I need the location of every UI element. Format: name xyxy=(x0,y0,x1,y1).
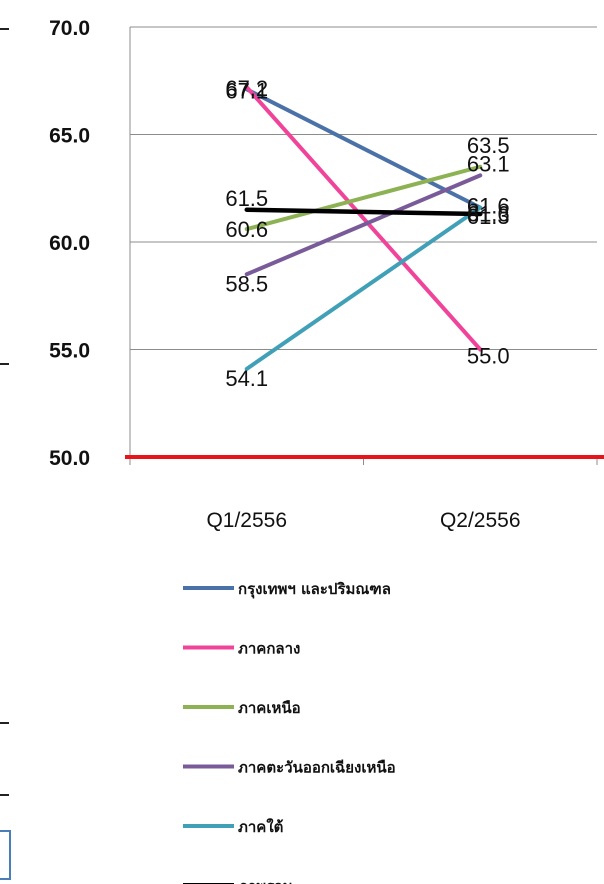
data-label: 67.1 xyxy=(225,78,268,103)
legend-label: ภาพรวม xyxy=(238,878,293,884)
data-label: 63.5 xyxy=(467,133,510,158)
legend-label: ภาคเหนือ xyxy=(238,699,301,717)
legend-label: ภาคกลาง xyxy=(238,640,300,658)
data-label: 54.1 xyxy=(225,366,268,391)
edge-tick-mark xyxy=(0,363,9,365)
data-label: 61.5 xyxy=(225,186,268,211)
edge-box-fragment xyxy=(0,830,11,880)
data-label: 61.6 xyxy=(467,202,510,227)
legend-label: กรุงเทพฯ และปริมณฑล xyxy=(238,580,391,599)
edge-tick-mark xyxy=(0,794,9,796)
series-line xyxy=(244,207,483,217)
y-tick-label: 60.0 xyxy=(49,232,90,255)
edge-tick-mark xyxy=(0,722,9,724)
data-label: 60.6 xyxy=(225,217,268,242)
legend-label: ภาคตะวันออกเฉียงเหนือ xyxy=(238,759,396,777)
series-line xyxy=(244,205,483,371)
data-label: 67.2 xyxy=(225,76,268,101)
series-line xyxy=(244,87,483,210)
series-line xyxy=(244,85,483,352)
data-label: 58.5 xyxy=(225,271,268,296)
x-tick-label: Q2/2556 xyxy=(440,509,521,532)
y-tick-label: 50.0 xyxy=(49,447,90,470)
y-tick-label: 65.0 xyxy=(49,125,90,148)
edge-tick-mark xyxy=(0,28,9,30)
data-label: 61.3 xyxy=(467,204,510,229)
series-line xyxy=(244,164,483,232)
data-label: 55.0 xyxy=(467,344,510,369)
x-tick-label: Q1/2556 xyxy=(206,509,287,532)
legend-label: ภาคใต้ xyxy=(238,818,283,836)
y-tick-label: 70.0 xyxy=(49,17,90,40)
data-label: 63.1 xyxy=(467,151,510,176)
series-line xyxy=(244,173,483,277)
data-label: 61.6 xyxy=(467,194,510,219)
y-tick-label: 55.0 xyxy=(49,340,90,363)
